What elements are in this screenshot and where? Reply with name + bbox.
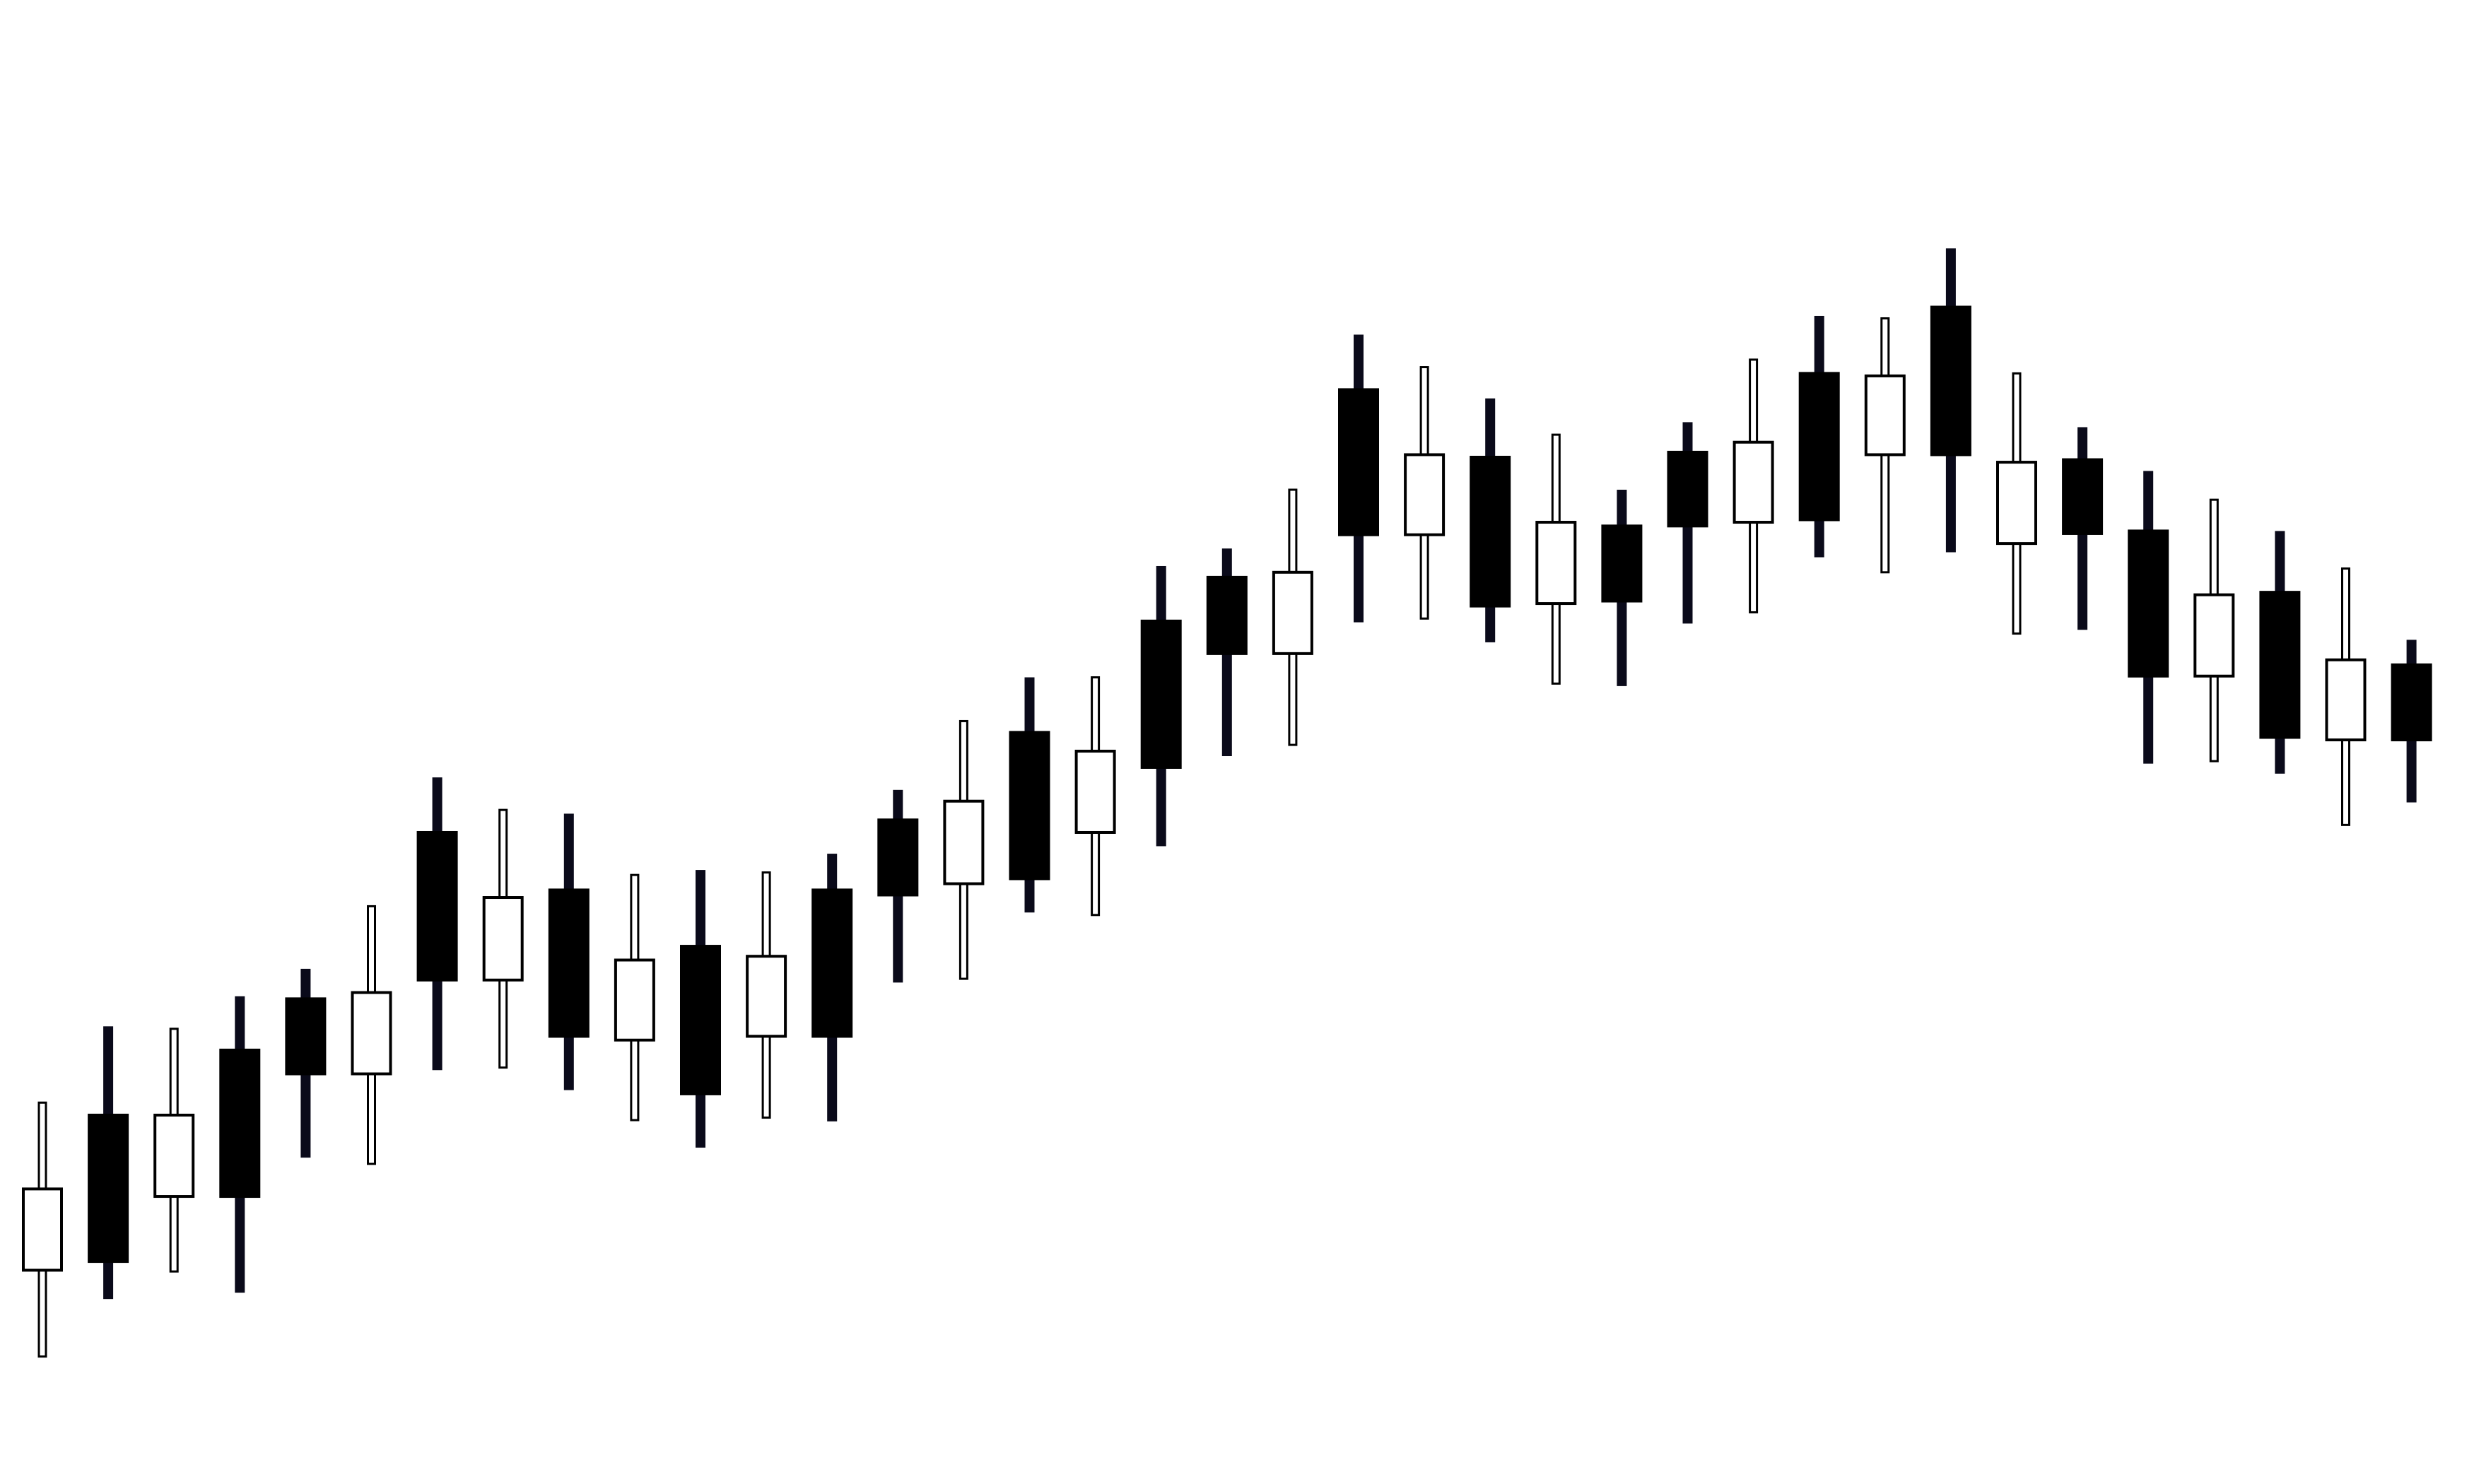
candle-12 <box>746 871 787 1119</box>
candle-15 <box>943 719 985 980</box>
candle-body-bearish <box>219 1048 261 1199</box>
candle-19 <box>1206 548 1248 757</box>
candles-layer <box>22 248 2432 1358</box>
candle-body-bearish <box>2259 591 2301 739</box>
candle-body-bearish <box>811 888 853 1038</box>
candle-24 <box>1535 433 1577 685</box>
candle-16 <box>1009 677 1050 913</box>
candle-5 <box>285 968 327 1158</box>
candle-29 <box>1864 317 1906 574</box>
candle-13 <box>811 854 853 1121</box>
candle-body-bearish <box>1338 388 1379 536</box>
candle-32 <box>2062 427 2104 630</box>
candle-18 <box>1140 565 1182 847</box>
candle-body-bearish <box>1206 575 1248 655</box>
candle-body-bearish <box>1009 731 1050 881</box>
candle-body-bullish <box>351 991 392 1076</box>
candle-body-bullish <box>1074 749 1116 834</box>
candle-7 <box>416 777 458 1071</box>
candle-17 <box>1074 676 1116 917</box>
candle-37 <box>2391 640 2432 803</box>
candle-20 <box>1272 488 1313 746</box>
candle-body-bearish <box>2128 529 2169 678</box>
candle-34 <box>2193 498 2235 762</box>
candle-body-bearish <box>1601 524 1643 603</box>
candle-body-bullish <box>1996 461 2037 546</box>
candle-body-bullish <box>614 958 655 1042</box>
candle-body-bullish <box>746 955 787 1038</box>
candle-body-bullish <box>943 799 985 885</box>
candle-body-bullish <box>1733 440 1774 524</box>
candle-8 <box>482 808 524 1069</box>
candle-35 <box>2259 531 2301 774</box>
candle-body-bearish <box>1140 619 1182 769</box>
candle-body-bullish <box>1864 374 1906 457</box>
candle-14 <box>877 789 919 983</box>
candle-21 <box>1338 334 1379 623</box>
candle-body-bearish <box>1798 372 1840 522</box>
candle-36 <box>2325 567 2367 826</box>
candle-body-bearish <box>680 945 721 1095</box>
candle-body-bullish <box>22 1187 63 1272</box>
candle-4 <box>219 996 261 1293</box>
candle-25 <box>1601 490 1643 686</box>
candle-3 <box>153 1027 195 1273</box>
candle-body-bullish <box>2325 658 2367 741</box>
candle-body-bearish <box>285 997 327 1076</box>
candle-33 <box>2128 471 2169 764</box>
candle-body-bearish <box>1930 305 1971 457</box>
candle-26 <box>1667 422 1708 624</box>
candle-body-bullish <box>1404 453 1446 536</box>
candle-body-bearish <box>2062 458 2104 535</box>
candle-body-bullish <box>1535 521 1577 606</box>
candle-27 <box>1733 358 1774 613</box>
candle-28 <box>1798 315 1840 558</box>
candle-30 <box>1930 248 1971 553</box>
candle-body-bullish <box>2193 593 2235 678</box>
candle-body-bearish <box>1667 450 1708 528</box>
candle-11 <box>680 870 721 1148</box>
candle-body-bearish <box>548 888 590 1038</box>
candle-body-bearish <box>88 1114 129 1264</box>
candle-body-bearish <box>1470 455 1511 608</box>
candle-2 <box>88 1026 129 1300</box>
candle-body-bullish <box>153 1114 195 1199</box>
candle-23 <box>1470 398 1511 642</box>
candle-body-bearish <box>416 830 458 982</box>
candle-1 <box>22 1101 63 1358</box>
candle-body-bullish <box>482 896 524 982</box>
candle-9 <box>548 813 590 1090</box>
candle-6 <box>351 905 392 1165</box>
candle-body-bearish <box>2391 663 2432 741</box>
candle-10 <box>614 873 655 1121</box>
candle-31 <box>1996 372 2037 635</box>
candle-body-bearish <box>877 818 919 897</box>
candle-22 <box>1404 366 1446 620</box>
candle-body-bullish <box>1272 570 1313 655</box>
